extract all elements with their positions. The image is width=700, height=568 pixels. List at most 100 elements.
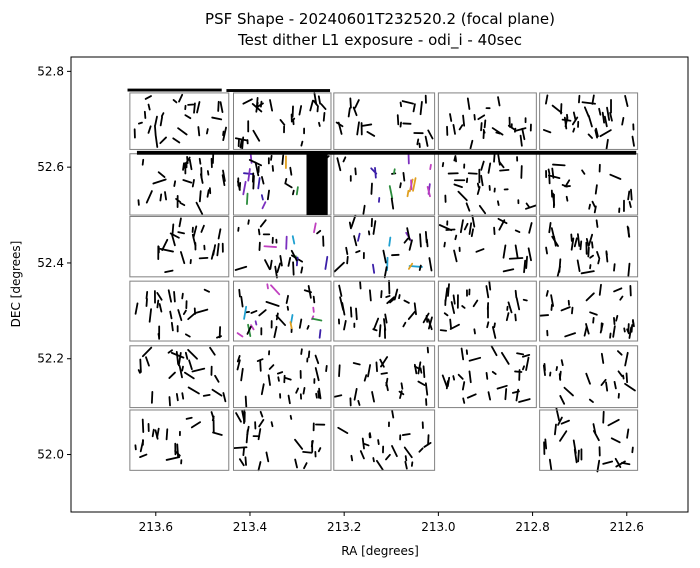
psf-whisker — [445, 228, 456, 231]
psf-whisker — [157, 333, 161, 339]
psf-whisker — [343, 320, 347, 331]
psf-whisker — [316, 229, 322, 235]
psf-whisker — [311, 317, 323, 322]
psf-whisker — [168, 371, 176, 379]
psf-whisker — [498, 160, 505, 169]
psf-whisker — [312, 295, 316, 304]
psf-whisker — [461, 305, 466, 309]
psf-whisker — [184, 351, 189, 360]
psf-whisker — [469, 139, 474, 150]
psf-whisker — [514, 244, 519, 259]
psf-whisker — [191, 179, 195, 188]
psf-whisker — [141, 418, 145, 433]
psf-whisker — [172, 137, 181, 144]
psf-whisker — [165, 456, 181, 461]
psf-whisker — [354, 167, 357, 176]
psf-whisker — [558, 373, 562, 381]
psf-whisker — [399, 101, 403, 108]
psf-whisker — [164, 191, 168, 201]
psf-whisker — [487, 391, 492, 401]
psf-whisker — [427, 129, 434, 140]
psf-whisker — [141, 346, 153, 358]
psf-whisker — [458, 124, 464, 131]
psf-whisker — [285, 294, 289, 304]
psf-whisker — [389, 298, 395, 304]
psf-whisker — [581, 101, 596, 105]
psf-whisker — [247, 219, 250, 225]
psf-whisker — [403, 299, 410, 304]
psf-whisker — [257, 461, 262, 472]
psf-whisker — [346, 255, 349, 265]
psf-whisker — [462, 397, 466, 404]
psf-whisker — [556, 265, 561, 277]
psf-whisker — [522, 365, 525, 371]
psf-whisker — [313, 222, 317, 234]
psf-whisker — [391, 445, 398, 458]
psf-whisker — [585, 238, 590, 247]
psf-whisker — [428, 257, 433, 272]
psf-whisker — [289, 166, 293, 176]
psf-whisker — [403, 446, 413, 459]
psf-whisker — [198, 256, 209, 260]
psf-whisker — [175, 392, 179, 402]
psf-whisker — [222, 126, 227, 142]
psf-whisker — [374, 167, 377, 179]
psf-whisker — [148, 308, 152, 323]
psf-whisker — [465, 202, 471, 212]
psf-whisker — [427, 318, 433, 331]
psf-whisker — [245, 429, 249, 444]
psf-whisker — [418, 264, 422, 271]
psf-whisker — [165, 428, 169, 441]
psf-whisker — [266, 283, 269, 290]
psf-whisker — [350, 454, 354, 462]
psf-whisker — [247, 168, 251, 182]
psf-whisker — [413, 302, 417, 316]
psf-whisker — [593, 205, 597, 214]
psf-whisker — [300, 348, 303, 355]
psf-whisker — [312, 306, 315, 313]
psf-whisker — [292, 189, 295, 196]
psf-whisker — [605, 381, 609, 392]
psf-whisker — [480, 122, 483, 132]
ccd-outlines — [129, 92, 639, 471]
psf-whisker — [180, 251, 186, 265]
psf-whisker — [511, 390, 520, 394]
psf-whisker — [357, 400, 361, 406]
psf-whisker — [289, 414, 293, 420]
psf-whisker — [259, 359, 262, 372]
psf-whisker — [551, 104, 563, 114]
psf-whisker — [206, 189, 210, 198]
psf-whisker — [210, 249, 215, 260]
psf-whisker — [624, 382, 636, 392]
psf-whisker — [145, 190, 153, 204]
psf-whisker — [412, 177, 417, 192]
psf-whisker — [457, 373, 464, 380]
psf-whisker — [281, 154, 285, 165]
psf-whisker — [412, 103, 416, 113]
psf-whisker — [419, 233, 422, 248]
psf-whisker — [260, 194, 264, 201]
psf-whisker — [402, 321, 407, 328]
psf-whisker — [630, 324, 634, 333]
psf-whisker — [613, 316, 616, 326]
psf-whisker — [372, 457, 375, 463]
psf-whisker — [244, 456, 247, 466]
psf-whisker — [164, 269, 174, 274]
psf-whisker — [361, 437, 365, 450]
psf-whisker — [408, 239, 413, 251]
psf-whisker — [461, 381, 466, 391]
psf-whisker — [190, 421, 202, 429]
psf-whisker — [599, 129, 612, 138]
psf-whisker — [406, 189, 410, 198]
psf-whisker — [371, 391, 375, 403]
psf-whisker — [182, 162, 185, 171]
psf-whisker — [548, 458, 553, 471]
psf-whisker — [588, 233, 594, 247]
psf-whisker — [407, 310, 416, 320]
psf-whisker — [545, 246, 548, 255]
psf-whisker — [353, 387, 358, 401]
psf-whisker — [624, 95, 629, 107]
psf-whisker — [554, 423, 557, 436]
psf-whisker — [192, 225, 198, 239]
